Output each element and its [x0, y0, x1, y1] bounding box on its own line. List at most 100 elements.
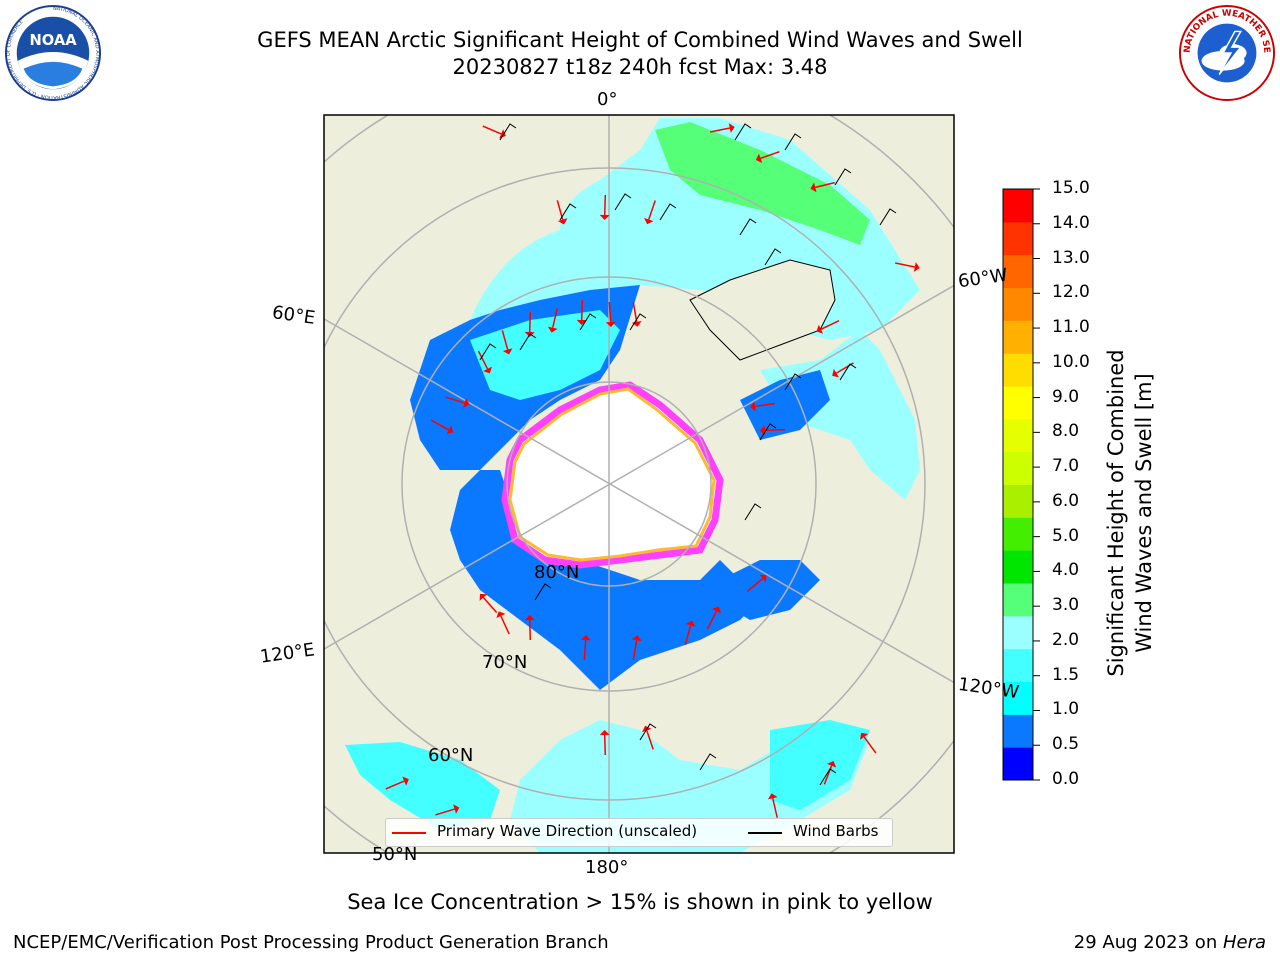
wave-direction-arrowhead	[816, 324, 824, 334]
arctic-ice-core	[505, 385, 720, 565]
wave-direction-arrowhead	[826, 761, 837, 768]
ice-edge-yellow	[508, 387, 716, 562]
colorbar-tick-label: 14.0	[1052, 212, 1090, 233]
wave-direction-arrow	[603, 194, 607, 216]
colorbar-segment	[1003, 517, 1033, 551]
colorbar-tick-label: 0.0	[1052, 769, 1080, 789]
wave-direction-arrow	[583, 639, 587, 661]
wave-direction-arrowhead	[810, 182, 817, 193]
footer-credit: NCEP/EMC/Verification Post Processing Pr…	[13, 932, 609, 953]
wave-direction-arrow	[580, 299, 584, 321]
wind-barb	[744, 503, 762, 521]
wind-barb	[479, 343, 497, 361]
wind-barb	[559, 203, 577, 221]
wave-direction-arrowhead	[644, 217, 654, 225]
colorbar-segment	[1003, 320, 1033, 354]
wave-direction-arrow	[820, 320, 840, 330]
beaufort-region	[700, 560, 820, 620]
colorbar-tick-label: 1.5	[1052, 664, 1080, 685]
wave-direction-arrow	[760, 150, 780, 160]
wave-direction-arrow	[710, 127, 730, 133]
wave-direction-arrowhead	[496, 611, 506, 618]
colorbar-segment	[1003, 484, 1033, 518]
lon-label-180: 180°	[585, 857, 629, 878]
colorbar-tick-label: 2.0	[1052, 629, 1080, 650]
wave-direction-arrowhead	[712, 606, 721, 614]
wind-barb	[759, 423, 777, 441]
lat-label-70n: 70°N	[482, 652, 528, 673]
wave-direction-arrow	[895, 262, 915, 268]
wind-barb	[614, 193, 632, 211]
wave-direction-arrowhead	[499, 129, 506, 139]
map-axes	[324, 115, 954, 853]
colorbar-segment	[1003, 254, 1033, 288]
colorbar-tick-label: 7.0	[1052, 456, 1080, 477]
footer-date: 29 Aug 2023 on Hera	[1074, 932, 1266, 953]
wave-direction-arrowhead	[463, 398, 470, 408]
wave-direction-arrowhead	[750, 401, 756, 412]
wave-direction-arrowhead	[524, 615, 535, 621]
wind-barb	[764, 248, 782, 266]
colorbar-tick-label: 11.0	[1052, 317, 1090, 338]
wave-direction-arrowhead	[483, 366, 492, 374]
colorbar-tick-label: 6.0	[1052, 490, 1080, 511]
wave-direction-legend-line	[392, 832, 426, 834]
baffin-low-waves	[740, 370, 830, 440]
colorbar-segment	[1003, 550, 1033, 584]
wave-direction-arrow	[477, 350, 489, 370]
wave-direction-arrowhead	[580, 635, 591, 641]
map-frame	[323, 114, 955, 854]
wave-direction-arrowhead	[860, 732, 869, 740]
wave-direction-arrowhead	[547, 326, 558, 333]
wave-direction-arrowhead	[605, 321, 616, 327]
colorbar-segment	[1003, 615, 1033, 650]
colorbar-tick-label: 12.0	[1052, 282, 1090, 303]
norwegian-sea-high-waves	[655, 122, 870, 245]
sea-ice-caption: Sea Ice Concentration > 15% is shown in …	[347, 890, 933, 914]
wave-direction-arrowhead	[453, 804, 460, 814]
wave-direction-arrow	[646, 730, 654, 750]
wind-barb	[629, 313, 647, 331]
colorbar-tick-label: 8.0	[1052, 421, 1080, 442]
colorbar-tick-label: 5.0	[1052, 525, 1080, 546]
wave-direction-arrow	[746, 577, 764, 593]
wave-direction-arrow	[528, 619, 532, 641]
map-legend: Primary Wave Direction (unscaled) Wind B…	[385, 818, 893, 847]
wave-direction-arrowhead	[755, 153, 763, 164]
wind-barb	[734, 123, 752, 141]
footer-host: Hera	[1222, 932, 1266, 953]
wind-barbs	[479, 123, 897, 786]
kara-sea-region	[470, 310, 620, 400]
noaa-logo: NOAA NATIONAL OCEANIC AND ATMOSPHERIC AD…	[4, 4, 102, 102]
wind-barb	[834, 168, 852, 186]
wind-barb	[879, 208, 897, 226]
colorbar-segment	[1003, 451, 1033, 485]
wave-direction-arrowhead	[557, 218, 568, 225]
colorbar-tick-label: 4.0	[1052, 560, 1080, 581]
wave-direction-legend-label: Primary Wave Direction (unscaled)	[437, 822, 698, 840]
lat-label-50n: 50°N	[372, 844, 418, 865]
wave-direction-arrow	[863, 736, 877, 754]
colorbar-tick-label: 13.0	[1052, 247, 1090, 268]
wave-direction-arrow	[445, 396, 465, 404]
wind-barb	[784, 373, 802, 391]
colorbar-segment	[1003, 583, 1033, 617]
wind-barb	[639, 723, 657, 741]
wind-barbs-legend-label: Wind Barbs	[793, 822, 879, 840]
wave-direction-arrowhead	[631, 635, 642, 641]
chart-subtitle: 20230827 t18z 240h fcst Max: 3.48	[452, 55, 828, 79]
wave-direction-arrow	[435, 808, 455, 816]
wave-direction-arrowhead	[402, 776, 409, 786]
wave-direction-arrow	[764, 428, 786, 432]
wave-direction-arrow	[815, 181, 835, 189]
colorbar-segment	[1003, 648, 1033, 682]
wave-direction-arrowhead	[728, 123, 735, 133]
lon-label-0: 0°	[597, 89, 618, 110]
wave-direction-arrowhead	[576, 319, 587, 325]
colorbar-segment	[1003, 386, 1033, 420]
wave-direction-arrowhead	[446, 425, 454, 435]
colorbar-tick-label: 9.0	[1052, 386, 1080, 407]
wave-direction-arrow	[501, 330, 509, 350]
wave-direction-arrow	[528, 311, 532, 333]
